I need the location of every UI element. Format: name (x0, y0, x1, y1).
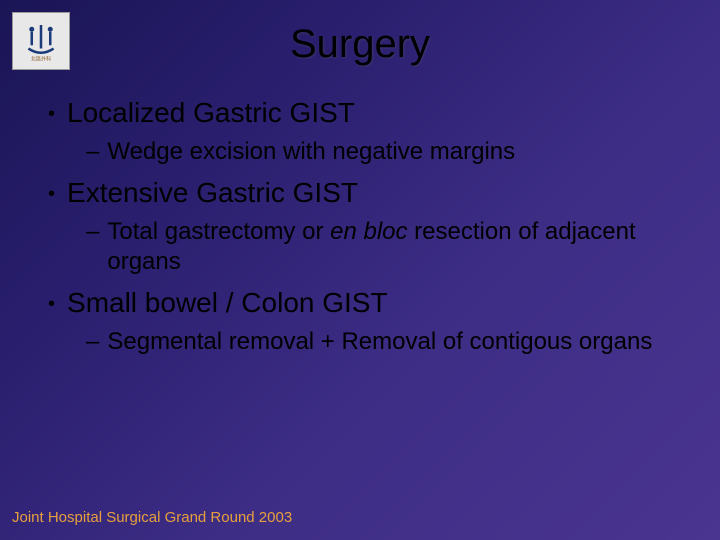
sub-bullet-text: Wedge excision with negative margins (107, 137, 515, 167)
bullet-label: Extensive Gastric GIST (67, 177, 358, 209)
sub-text-italic: en bloc (330, 218, 407, 245)
bullet-level2: – Segmental removal + Removal of contigo… (86, 327, 688, 357)
sub-text-prefix: Total gastrectomy or (107, 218, 330, 245)
bullet-level2: – Wedge excision with negative margins (86, 137, 688, 167)
bullet-level1: • Localized Gastric GIST (48, 97, 688, 131)
dash-marker: – (86, 327, 99, 357)
bullet-marker: • (48, 287, 55, 321)
hospital-logo-icon: 北區外科 (20, 20, 62, 62)
sub-bullet-text: Total gastrectomy or en bloc resection o… (107, 217, 688, 277)
logo-box: 北區外科 (12, 12, 70, 70)
bullet-level2: – Total gastrectomy or en bloc resection… (86, 217, 688, 277)
bullet-label: Localized Gastric GIST (67, 97, 355, 129)
bullet-marker: • (48, 177, 55, 211)
svg-text:北區外科: 北區外科 (31, 55, 51, 62)
bullet-level1: • Small bowel / Colon GIST (48, 287, 688, 321)
dash-marker: – (86, 137, 99, 167)
dash-marker: – (86, 217, 99, 247)
slide-content: • Localized Gastric GIST – Wedge excisio… (0, 97, 720, 357)
slide-footer: Joint Hospital Surgical Grand Round 2003 (12, 509, 292, 526)
bullet-label: Small bowel / Colon GIST (67, 287, 388, 319)
bullet-level1: • Extensive Gastric GIST (48, 177, 688, 211)
bullet-marker: • (48, 97, 55, 131)
sub-bullet-text: Segmental removal + Removal of contigous… (107, 327, 652, 357)
slide-title: Surgery (0, 0, 720, 97)
